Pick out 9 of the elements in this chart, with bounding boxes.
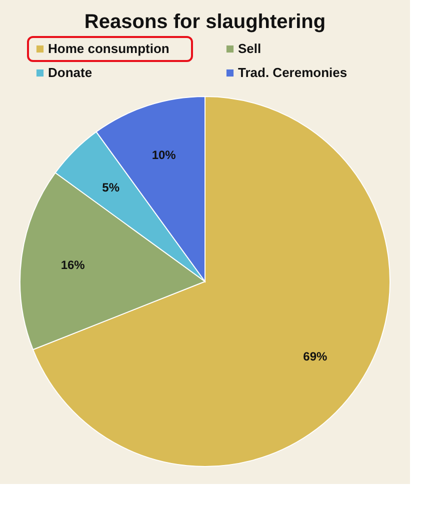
chart-title: Reasons for slaughtering	[84, 11, 326, 33]
data-label: 5%	[102, 180, 120, 194]
data-label: 69%	[303, 349, 328, 364]
data-label: 16%	[60, 258, 86, 272]
legend-label: Donate	[48, 65, 92, 80]
legend-label: Home consumption	[48, 41, 170, 56]
legend-label: Trad. Ceremonies	[238, 65, 348, 80]
legend-label: Sell	[238, 41, 262, 56]
data-label: 10%	[152, 148, 176, 162]
